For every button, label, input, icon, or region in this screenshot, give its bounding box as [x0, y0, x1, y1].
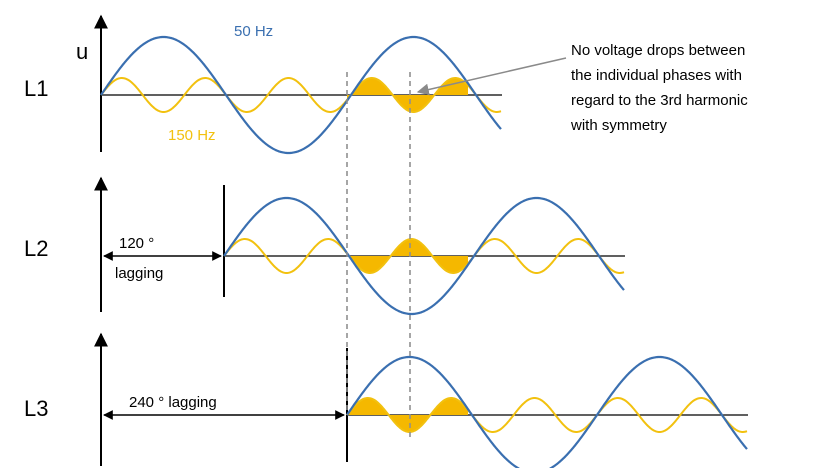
l3-fill-positive: [347, 398, 410, 432]
note-line-2: the individual phases with: [571, 67, 742, 84]
l2-lag-label-degrees: 120 °: [119, 235, 154, 252]
l2-fill-negative: [410, 239, 468, 273]
annotation-note: No voltage drops between the individual …: [570, 42, 748, 134]
fundamental-label: 50 Hz: [234, 23, 273, 40]
l3-fill-negative: [410, 398, 468, 432]
l3-fundamental-wave: [346, 355, 748, 468]
row-l2: L2 120 ° lagging: [24, 176, 625, 316]
harmonic-label: 150 Hz: [168, 127, 216, 144]
voltage-axis-label: u: [76, 39, 88, 64]
l2-fundamental-wave: [223, 196, 625, 316]
note-line-1: No voltage drops between: [571, 42, 745, 59]
l1-fill-negative: [410, 78, 468, 112]
row-l3: L3 240 ° lagging: [24, 332, 748, 468]
l3-lag-label: 240 ° lagging: [129, 394, 217, 411]
l1-harmonic-wave: [100, 77, 502, 113]
l2-harmonic-wave: [223, 238, 625, 274]
note-line-4: with symmetry: [570, 117, 667, 134]
l3-harmonic-wave: [346, 397, 748, 433]
row-l1: L1 u 50 Hz 150 Hz: [24, 14, 502, 155]
row-label-l1: L1: [24, 76, 48, 101]
l1-fill-positive: [347, 78, 410, 112]
l2-lag-label-lagging: lagging: [115, 265, 163, 282]
note-line-3: regard to the 3rd harmonic: [571, 92, 748, 109]
row-label-l2: L2: [24, 236, 48, 261]
row-label-l3: L3: [24, 396, 48, 421]
l1-fundamental-wave: [100, 35, 502, 155]
l2-fill-positive: [347, 239, 410, 273]
annotation-arrow: [416, 57, 567, 96]
